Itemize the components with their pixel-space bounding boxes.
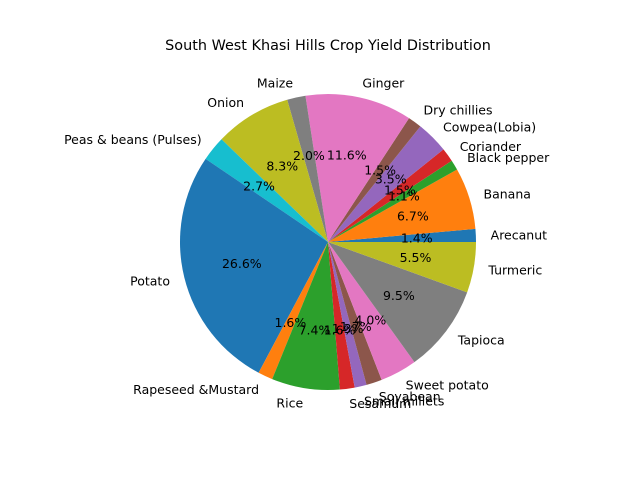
pie-slice-small-millets xyxy=(328,242,367,388)
pie-slice-cowpea-lobia xyxy=(328,126,444,242)
pie-slice-sesamum xyxy=(328,242,355,390)
slice-percent-turmeric: 5.5% xyxy=(400,250,432,265)
pie-slice-coriander xyxy=(328,149,452,242)
pie-slice-turmeric xyxy=(328,242,476,293)
slice-label-rapeseed-mustard: Rapeseed &Mustard xyxy=(133,382,259,397)
slice-percent-dry-chillies: 1.5% xyxy=(364,163,396,178)
slice-label-arecanut: Arecanut xyxy=(491,227,547,242)
pie-slice-banana xyxy=(328,169,476,242)
slice-label-banana: Banana xyxy=(484,186,531,201)
slice-label-maize: Maize xyxy=(257,75,293,90)
slice-label-dry-chillies: Dry chillies xyxy=(423,103,492,118)
slice-label-rice: Rice xyxy=(276,395,303,410)
slice-percent-maize: 2.0% xyxy=(293,148,325,163)
pie-labels: Arecanut 1.4% Banana 6.7% Black pepper 1.1% Co… xyxy=(64,75,550,411)
slice-label-ginger: Ginger xyxy=(362,75,405,90)
slice-label-peas-beans-pulses: Peas & beans (Pulses) xyxy=(64,132,202,147)
slice-label-soyabean: Soyabean xyxy=(379,389,441,404)
slice-percent-coriander: 1.5% xyxy=(384,182,416,197)
slice-label-sweet-potato: Sweet potato xyxy=(406,378,489,393)
pie-slice-onion xyxy=(221,99,328,243)
slice-percent-sweet-potato: 4.0% xyxy=(354,313,386,328)
pie-slices xyxy=(180,94,476,390)
pie-slice-sweet-potato xyxy=(328,242,415,380)
chart-title: South West Khasi Hills Crop Yield Distri… xyxy=(165,38,491,54)
slice-label-turmeric: Turmeric xyxy=(487,263,542,278)
slice-label-cowpea-lobia: Cowpea(Lobia) xyxy=(443,119,536,134)
slice-percent-banana: 6.7% xyxy=(397,208,429,223)
slice-label-onion: Onion xyxy=(207,95,244,110)
slice-percent-tapioca: 9.5% xyxy=(383,288,415,303)
pie-slice-rice xyxy=(272,242,340,390)
slice-percent-black-pepper: 1.1% xyxy=(388,188,420,203)
pie-slice-ginger xyxy=(305,94,410,242)
slice-label-sesamum: Sesamum xyxy=(349,396,411,411)
slice-label-black-pepper: Black pepper xyxy=(467,150,550,165)
pie-slice-peas-beans-pulses xyxy=(205,139,328,242)
slice-label-potato: Potato xyxy=(130,274,170,289)
pie-slice-potato xyxy=(180,158,328,373)
pie-slice-maize xyxy=(287,95,328,242)
slice-percent-rice: 7.4% xyxy=(299,322,331,337)
slice-label-tapioca: Tapioca xyxy=(457,333,505,348)
slice-percent-onion: 8.3% xyxy=(266,158,298,173)
slice-label-coriander: Coriander xyxy=(460,139,522,154)
slice-percent-rapeseed-mustard: 1.6% xyxy=(275,315,307,330)
pie-slice-soyabean xyxy=(328,242,382,385)
slice-percent-sesamum: 1.6% xyxy=(324,323,356,338)
slice-percent-soyabean: 1.7% xyxy=(340,319,372,334)
slice-percent-arecanut: 1.4% xyxy=(401,231,433,246)
pie-slice-arecanut xyxy=(328,228,476,242)
slice-percent-ginger: 11.6% xyxy=(327,148,367,163)
pie-slice-rapeseed-mustard xyxy=(258,242,328,380)
pie-slice-black-pepper xyxy=(328,160,458,242)
pie-slice-tapioca xyxy=(328,242,468,363)
slice-percent-potato: 26.6% xyxy=(222,256,262,271)
slice-percent-cowpea-lobia: 3.5% xyxy=(375,172,407,187)
slice-label-small-millets: Small millets xyxy=(364,393,444,408)
slice-percent-small-millets: 1.3% xyxy=(332,321,364,336)
slice-percent-peas-beans-pulses: 2.7% xyxy=(243,179,275,194)
pie-slice-dry-chillies xyxy=(328,118,421,242)
